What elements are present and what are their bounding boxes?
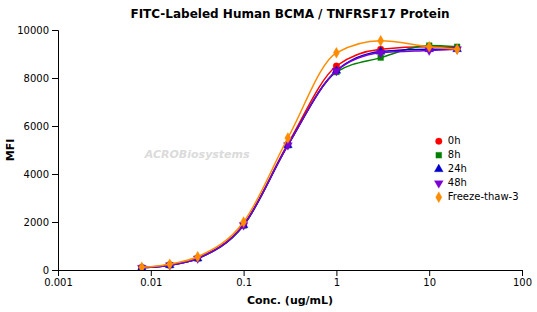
y-tick-label: 6000 (24, 121, 49, 132)
series-line (142, 41, 457, 268)
y-tick-label: 2000 (24, 217, 49, 228)
y-axis: 0 2000 4000 6000 8000 10000 (17, 25, 58, 276)
watermark: ACROBiosystems (144, 148, 250, 161)
y-tick: 8000 (24, 73, 58, 84)
legend: 0h 8h 24h 48h Freeze-thaw-3 (434, 135, 518, 202)
x-tick-label: 10 (423, 277, 436, 288)
series-point (333, 47, 339, 58)
y-axis-title: MFI (4, 139, 17, 162)
legend-label: Freeze-thaw-3 (448, 191, 519, 202)
y-axis-line (52, 31, 59, 271)
series-point (285, 133, 291, 144)
y-tick: 0 (43, 265, 58, 276)
y-tick-mark (52, 30, 58, 31)
x-tick-label: 100 (513, 277, 532, 288)
x-tick-mark (244, 270, 245, 276)
marks (137, 35, 461, 270)
x-tick-mark (522, 270, 523, 276)
x-tick: 0.1 (236, 270, 252, 288)
x-axis: 0.001 0.01 0.1 1 10 100 (44, 270, 532, 288)
series-point (195, 251, 201, 262)
series-point (332, 68, 341, 76)
series-line (142, 47, 457, 268)
x-tick-mark (336, 270, 337, 276)
x-axis-title: Conc. (ug/mL) (247, 294, 333, 307)
chart: 0.001 0.01 0.1 1 10 100 0 2000 4000 6000 8000 10000… (0, 0, 537, 312)
legend-label: 8h (448, 149, 461, 160)
series-point (167, 259, 173, 270)
legend-swatch (434, 181, 443, 189)
series-line (142, 46, 457, 268)
y-tick-mark (52, 222, 58, 223)
series-point (376, 50, 385, 58)
legend-item: 8h (436, 149, 461, 160)
y-tick: 4000 (24, 169, 58, 180)
legend-swatch (434, 164, 443, 172)
y-tick-mark (52, 126, 58, 127)
x-axis-line (59, 271, 523, 277)
x-tick: 100 (513, 270, 532, 288)
legend-swatch (436, 192, 442, 203)
x-tick-mark (429, 270, 430, 276)
x-tick-label: 0.1 (236, 277, 252, 288)
x-tick-label: 0.001 (44, 277, 73, 288)
y-tick-label: 10000 (17, 25, 49, 36)
x-tick-label: 0.01 (140, 277, 162, 288)
y-tick-mark (52, 174, 58, 175)
legend-item: 24h (434, 163, 466, 174)
y-tick-mark (52, 78, 58, 79)
x-tick-mark (151, 270, 152, 276)
y-tick: 6000 (24, 121, 58, 132)
legend-label: 48h (448, 177, 467, 188)
x-tick: 1 (334, 270, 340, 288)
series-point (378, 35, 384, 46)
y-tick-mark (52, 270, 58, 271)
legend-item: 48h (434, 177, 466, 188)
series-point (426, 41, 432, 52)
x-tick-label: 1 (334, 277, 340, 288)
series-line (142, 49, 457, 268)
series-point (139, 262, 145, 270)
legend-item: 0h (435, 135, 460, 146)
y-tick-label: 0 (43, 265, 49, 276)
x-tick: 0.01 (140, 270, 162, 288)
series-point (240, 217, 246, 228)
legend-label: 24h (448, 163, 467, 174)
series-line (142, 49, 457, 268)
legend-swatch (436, 152, 442, 158)
x-tick: 10 (423, 270, 436, 288)
y-tick: 10000 (17, 25, 58, 36)
y-tick-label: 4000 (24, 169, 49, 180)
legend-item: Freeze-thaw-3 (436, 191, 519, 202)
legend-swatch (435, 138, 442, 145)
plot: 0.001 0.01 0.1 1 10 100 0 2000 4000 6000 8000 10000… (17, 25, 532, 288)
series-point (454, 44, 460, 55)
title: FITC-Labeled Human BCMA / TNFRSF17 Prote… (130, 7, 449, 21)
y-tick: 2000 (24, 217, 58, 228)
y-tick-label: 8000 (24, 73, 49, 84)
legend-label: 0h (448, 135, 461, 146)
